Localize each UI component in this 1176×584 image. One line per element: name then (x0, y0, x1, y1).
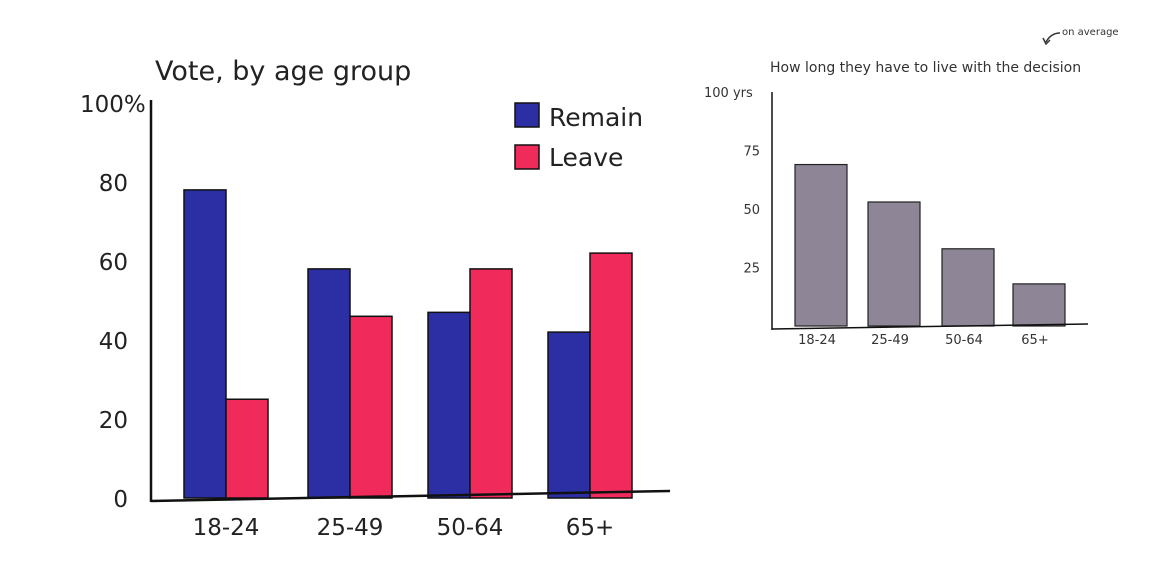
bar-leave-25-49 (349, 315, 393, 499)
left-y-axis-ticks: 0 20 40 60 80 100% (80, 92, 146, 513)
left-y-tick-label: 80 (99, 171, 128, 197)
bar-remain-50-64 (427, 311, 471, 499)
left-x-tick-label: 18-24 (193, 515, 260, 541)
legend: Remain Leave (514, 102, 643, 172)
right-y-tick-label: 100 yrs (704, 86, 753, 101)
right-chart-annotation: on average (1062, 27, 1119, 38)
left-x-tick-label: 50-64 (437, 515, 504, 541)
right-y-axis-ticks: 25 50 75 100 yrs (704, 86, 760, 277)
bar-remain-25-49 (307, 268, 351, 499)
bar-leave-18-24 (225, 398, 269, 499)
right-y-tick-label: 75 (743, 145, 760, 160)
right-x-tick-label: 65+ (1021, 333, 1048, 348)
right-x-axis (771, 323, 1089, 330)
right-chart-title: How long they have to live with the deci… (770, 60, 1081, 76)
bar-leave-65+ (589, 252, 633, 499)
legend-swatch-leave (514, 144, 540, 170)
right-y-tick-label: 50 (743, 203, 760, 218)
left-y-tick-label: 60 (99, 250, 128, 276)
annotation-arrow-icon (1042, 32, 1061, 46)
bar-years-65+ (1012, 283, 1066, 327)
left-x-tick-label: 65+ (566, 515, 615, 541)
left-x-tick-label: 25-49 (317, 515, 384, 541)
right-x-axis-ticks: 18-24 25-49 50-64 65+ (798, 333, 1049, 348)
bar-leave-50-64 (469, 268, 513, 499)
vote-by-age-chart: Vote, by age group 0 20 40 60 80 100% 18-24 25… (80, 56, 671, 541)
left-chart-title: Vote, by age group (155, 56, 411, 87)
left-bars (183, 189, 633, 499)
legend-label-remain: Remain (549, 103, 643, 132)
bar-years-18-24 (794, 163, 848, 327)
right-x-tick-label: 18-24 (798, 333, 836, 348)
right-x-tick-label: 25-49 (871, 333, 909, 348)
left-y-tick-label: 100% (80, 92, 146, 118)
right-bars (794, 163, 1066, 327)
bar-remain-18-24 (183, 189, 227, 499)
left-y-tick-label: 40 (99, 329, 128, 355)
legend-swatch-remain (514, 102, 540, 128)
left-x-axis (150, 489, 671, 503)
bar-remain-65+ (547, 331, 591, 499)
bar-years-25-49 (867, 201, 921, 327)
left-y-tick-label: 0 (113, 487, 128, 513)
years-to-live-chart: How long they have to live with the deci… (704, 27, 1119, 348)
legend-label-leave: Leave (549, 143, 623, 172)
right-y-tick-label: 25 (743, 262, 760, 277)
bar-years-50-64 (941, 248, 995, 327)
right-x-tick-label: 50-64 (945, 333, 983, 348)
left-y-tick-label: 20 (99, 408, 128, 434)
left-x-axis-ticks: 18-24 25-49 50-64 65+ (193, 515, 615, 541)
